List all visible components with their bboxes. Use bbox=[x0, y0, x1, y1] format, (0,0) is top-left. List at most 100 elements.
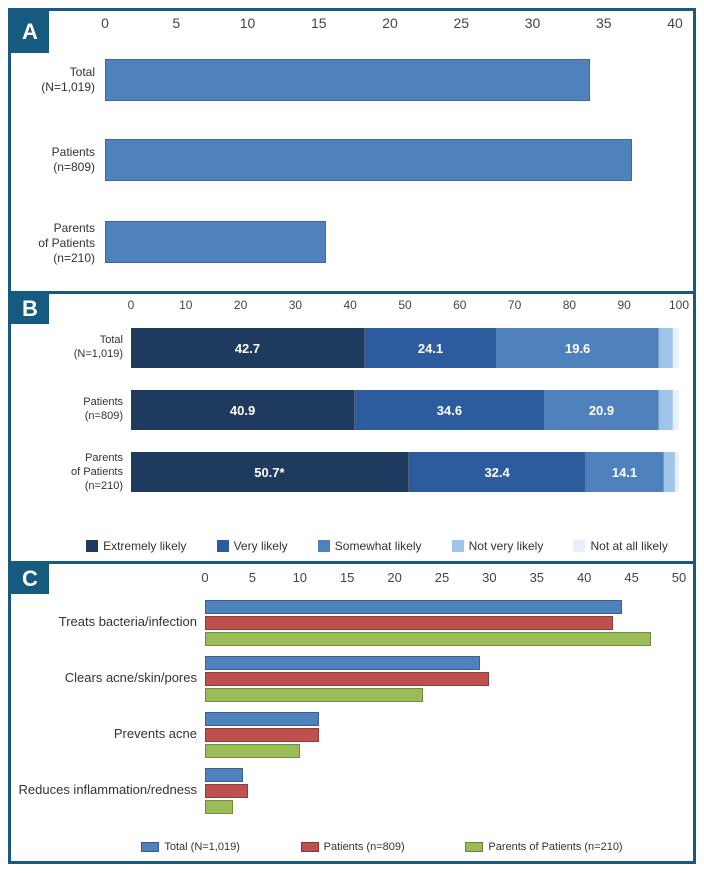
axis-tick: 10 bbox=[293, 570, 307, 585]
panel-a: A 0510152025303540 Total(N=1,019)Patient… bbox=[11, 11, 693, 291]
panel-c-axis: 05101520253035404550 bbox=[205, 570, 679, 594]
axis-tick: 15 bbox=[311, 15, 327, 31]
axis-tick: 40 bbox=[577, 570, 591, 585]
panel-c-legend: Total (N=1,019) Patients (n=809) Parents o… bbox=[111, 841, 653, 853]
legend-label: Patients (n=809) bbox=[324, 841, 405, 853]
panel-b-segment: 42.7 bbox=[131, 328, 365, 368]
panel-b-category-label: Patients(n=809) bbox=[13, 396, 123, 424]
legend-label: Parents of Patients (n=210) bbox=[488, 841, 622, 853]
panel-a-row: Parentsof Patients(n=210) bbox=[105, 221, 675, 263]
panel-b-segment bbox=[659, 390, 673, 430]
axis-tick: 25 bbox=[453, 15, 469, 31]
legend-item: Somewhat likely bbox=[318, 539, 422, 553]
axis-tick: 20 bbox=[234, 298, 247, 312]
panel-c-bar bbox=[205, 672, 489, 686]
legend-item: Very likely bbox=[217, 539, 288, 553]
axis-tick: 35 bbox=[530, 570, 544, 585]
axis-tick: 20 bbox=[382, 15, 398, 31]
panel-a-axis: 0510152025303540 bbox=[105, 15, 675, 45]
panel-c-bar bbox=[205, 600, 622, 614]
legend-label: Very likely bbox=[234, 539, 288, 553]
panel-b-segment bbox=[673, 390, 678, 430]
legend-item: Patients (n=809) bbox=[301, 841, 405, 853]
axis-tick: 60 bbox=[453, 298, 466, 312]
panel-a-row: Patients(n=809) bbox=[105, 139, 675, 181]
panel-b-segment: 19.6 bbox=[497, 328, 659, 368]
axis-tick: 30 bbox=[525, 15, 541, 31]
panel-a-category-label: Patients(n=809) bbox=[5, 145, 95, 175]
panel-b-row: 40.934.620.9Patients(n=809) bbox=[131, 390, 679, 430]
legend-label: Not very likely bbox=[469, 539, 544, 553]
panel-b-category-label: Parentsof Patients(n=210) bbox=[13, 452, 123, 493]
panel-c-bar bbox=[205, 800, 233, 814]
panel-c-category-label: Clears acne/skin/pores bbox=[13, 670, 197, 685]
panel-c-category-label: Prevents acne bbox=[13, 726, 197, 741]
axis-tick: 100 bbox=[669, 298, 689, 312]
panel-b-legend: Extremely likelyVery likelySomewhat like… bbox=[71, 539, 683, 553]
axis-tick: 30 bbox=[289, 298, 302, 312]
axis-tick: 20 bbox=[387, 570, 401, 585]
panel-letter-c: C bbox=[11, 564, 49, 594]
legend-swatch bbox=[465, 842, 483, 852]
panel-c-category-label: Reduces inflammation/redness bbox=[13, 782, 197, 797]
panel-c-bar bbox=[205, 784, 248, 798]
panel-b-segment: 20.9 bbox=[545, 390, 660, 430]
panel-c-bar bbox=[205, 616, 613, 630]
legend-item: Parents of Patients (n=210) bbox=[465, 841, 622, 853]
panel-b-segment: 24.1 bbox=[365, 328, 497, 368]
axis-tick: 40 bbox=[667, 15, 683, 31]
panel-b-row: 50.7*32.414.1Parentsof Patients(n=210) bbox=[131, 452, 679, 492]
panel-c-group: Clears acne/skin/pores bbox=[205, 656, 679, 704]
axis-tick: 5 bbox=[172, 15, 180, 31]
legend-item: Not very likely bbox=[452, 539, 544, 553]
legend-label: Not at all likely bbox=[590, 539, 667, 553]
panel-a-category-label: Parentsof Patients(n=210) bbox=[5, 221, 95, 266]
panel-c-bar bbox=[205, 712, 319, 726]
legend-label: Total (N=1,019) bbox=[164, 841, 240, 853]
axis-tick: 70 bbox=[508, 298, 521, 312]
panel-a-bar bbox=[105, 221, 326, 263]
panel-b-segment bbox=[664, 452, 675, 492]
axis-tick: 5 bbox=[249, 570, 256, 585]
panel-c-category-label: Treats bacteria/infection bbox=[13, 614, 197, 629]
panel-b-row: 42.724.119.6Total(N=1,019) bbox=[131, 328, 679, 368]
axis-tick: 80 bbox=[563, 298, 576, 312]
legend-swatch bbox=[318, 540, 330, 552]
axis-tick: 10 bbox=[179, 298, 192, 312]
panel-a-bar bbox=[105, 59, 590, 101]
axis-tick: 40 bbox=[344, 298, 357, 312]
panel-b-segment: 34.6 bbox=[355, 390, 545, 430]
axis-tick: 0 bbox=[101, 15, 109, 31]
panel-b-segment bbox=[673, 328, 678, 368]
legend-swatch bbox=[217, 540, 229, 552]
legend-swatch bbox=[141, 842, 159, 852]
axis-tick: 0 bbox=[128, 298, 135, 312]
figure: A 0510152025303540 Total(N=1,019)Patient… bbox=[8, 8, 696, 864]
panel-b-segment: 50.7* bbox=[131, 452, 409, 492]
panel-b-category-label: Total(N=1,019) bbox=[13, 334, 123, 362]
panel-b-segment bbox=[659, 328, 673, 368]
axis-tick: 10 bbox=[240, 15, 256, 31]
panel-c-bar bbox=[205, 744, 300, 758]
axis-tick: 90 bbox=[618, 298, 631, 312]
panel-a-category-label: Total(N=1,019) bbox=[5, 65, 95, 95]
panel-b-segment: 40.9 bbox=[131, 390, 355, 430]
panel-c-bar bbox=[205, 728, 319, 742]
panel-c-group: Treats bacteria/infection bbox=[205, 600, 679, 648]
panel-b-segment: 14.1 bbox=[586, 452, 663, 492]
legend-item: Not at all likely bbox=[573, 539, 667, 553]
legend-item: Total (N=1,019) bbox=[141, 841, 240, 853]
axis-tick: 45 bbox=[624, 570, 638, 585]
axis-tick: 50 bbox=[398, 298, 411, 312]
panel-c-bar bbox=[205, 688, 423, 702]
panel-c-bar bbox=[205, 632, 651, 646]
legend-swatch bbox=[573, 540, 585, 552]
panel-b: B 0102030405060708090100 42.724.119.6Tot… bbox=[11, 291, 693, 561]
panel-a-bar bbox=[105, 139, 632, 181]
legend-swatch bbox=[301, 842, 319, 852]
panel-c: C 05101520253035404550 Treats bacteria/i… bbox=[11, 561, 693, 861]
axis-tick: 15 bbox=[340, 570, 354, 585]
panel-c-bar bbox=[205, 656, 480, 670]
legend-swatch bbox=[452, 540, 464, 552]
legend-label: Somewhat likely bbox=[335, 539, 422, 553]
